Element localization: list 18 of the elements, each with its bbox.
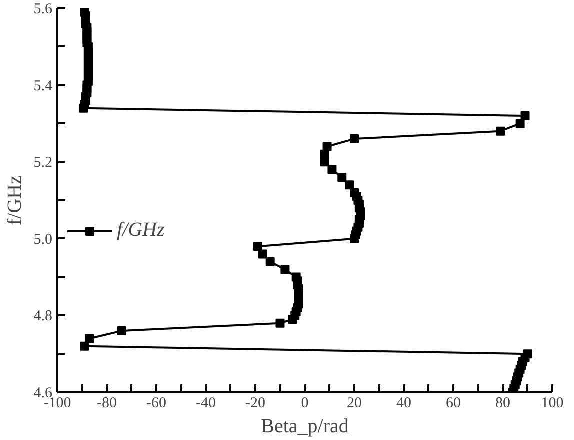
x-tick-label: -40: [196, 396, 216, 412]
x-tick-label: 20: [347, 396, 362, 412]
x-tick-label: -80: [97, 396, 117, 412]
x-tick-label: 100: [541, 396, 564, 412]
x-axis-title: Beta_p/rad: [261, 416, 349, 438]
x-tick-label: 40: [396, 396, 412, 412]
y-tick-label: 5.4: [34, 78, 53, 94]
x-tick-label: 80: [496, 396, 510, 412]
x-tick-label: -20: [246, 396, 266, 412]
y-tick-label: 5.0: [34, 232, 52, 248]
y-tick-label: 5.2: [34, 155, 52, 172]
x-tick-label: 0: [301, 396, 309, 412]
x-tick-label: 60: [446, 396, 461, 412]
y-tick-label: 5.6: [34, 2, 53, 18]
legend-label: f/GHz: [117, 219, 165, 242]
y-tick-label: 4.8: [34, 308, 52, 325]
y-axis-title: f/GHz: [4, 175, 26, 226]
x-tick-label: -60: [146, 396, 166, 412]
